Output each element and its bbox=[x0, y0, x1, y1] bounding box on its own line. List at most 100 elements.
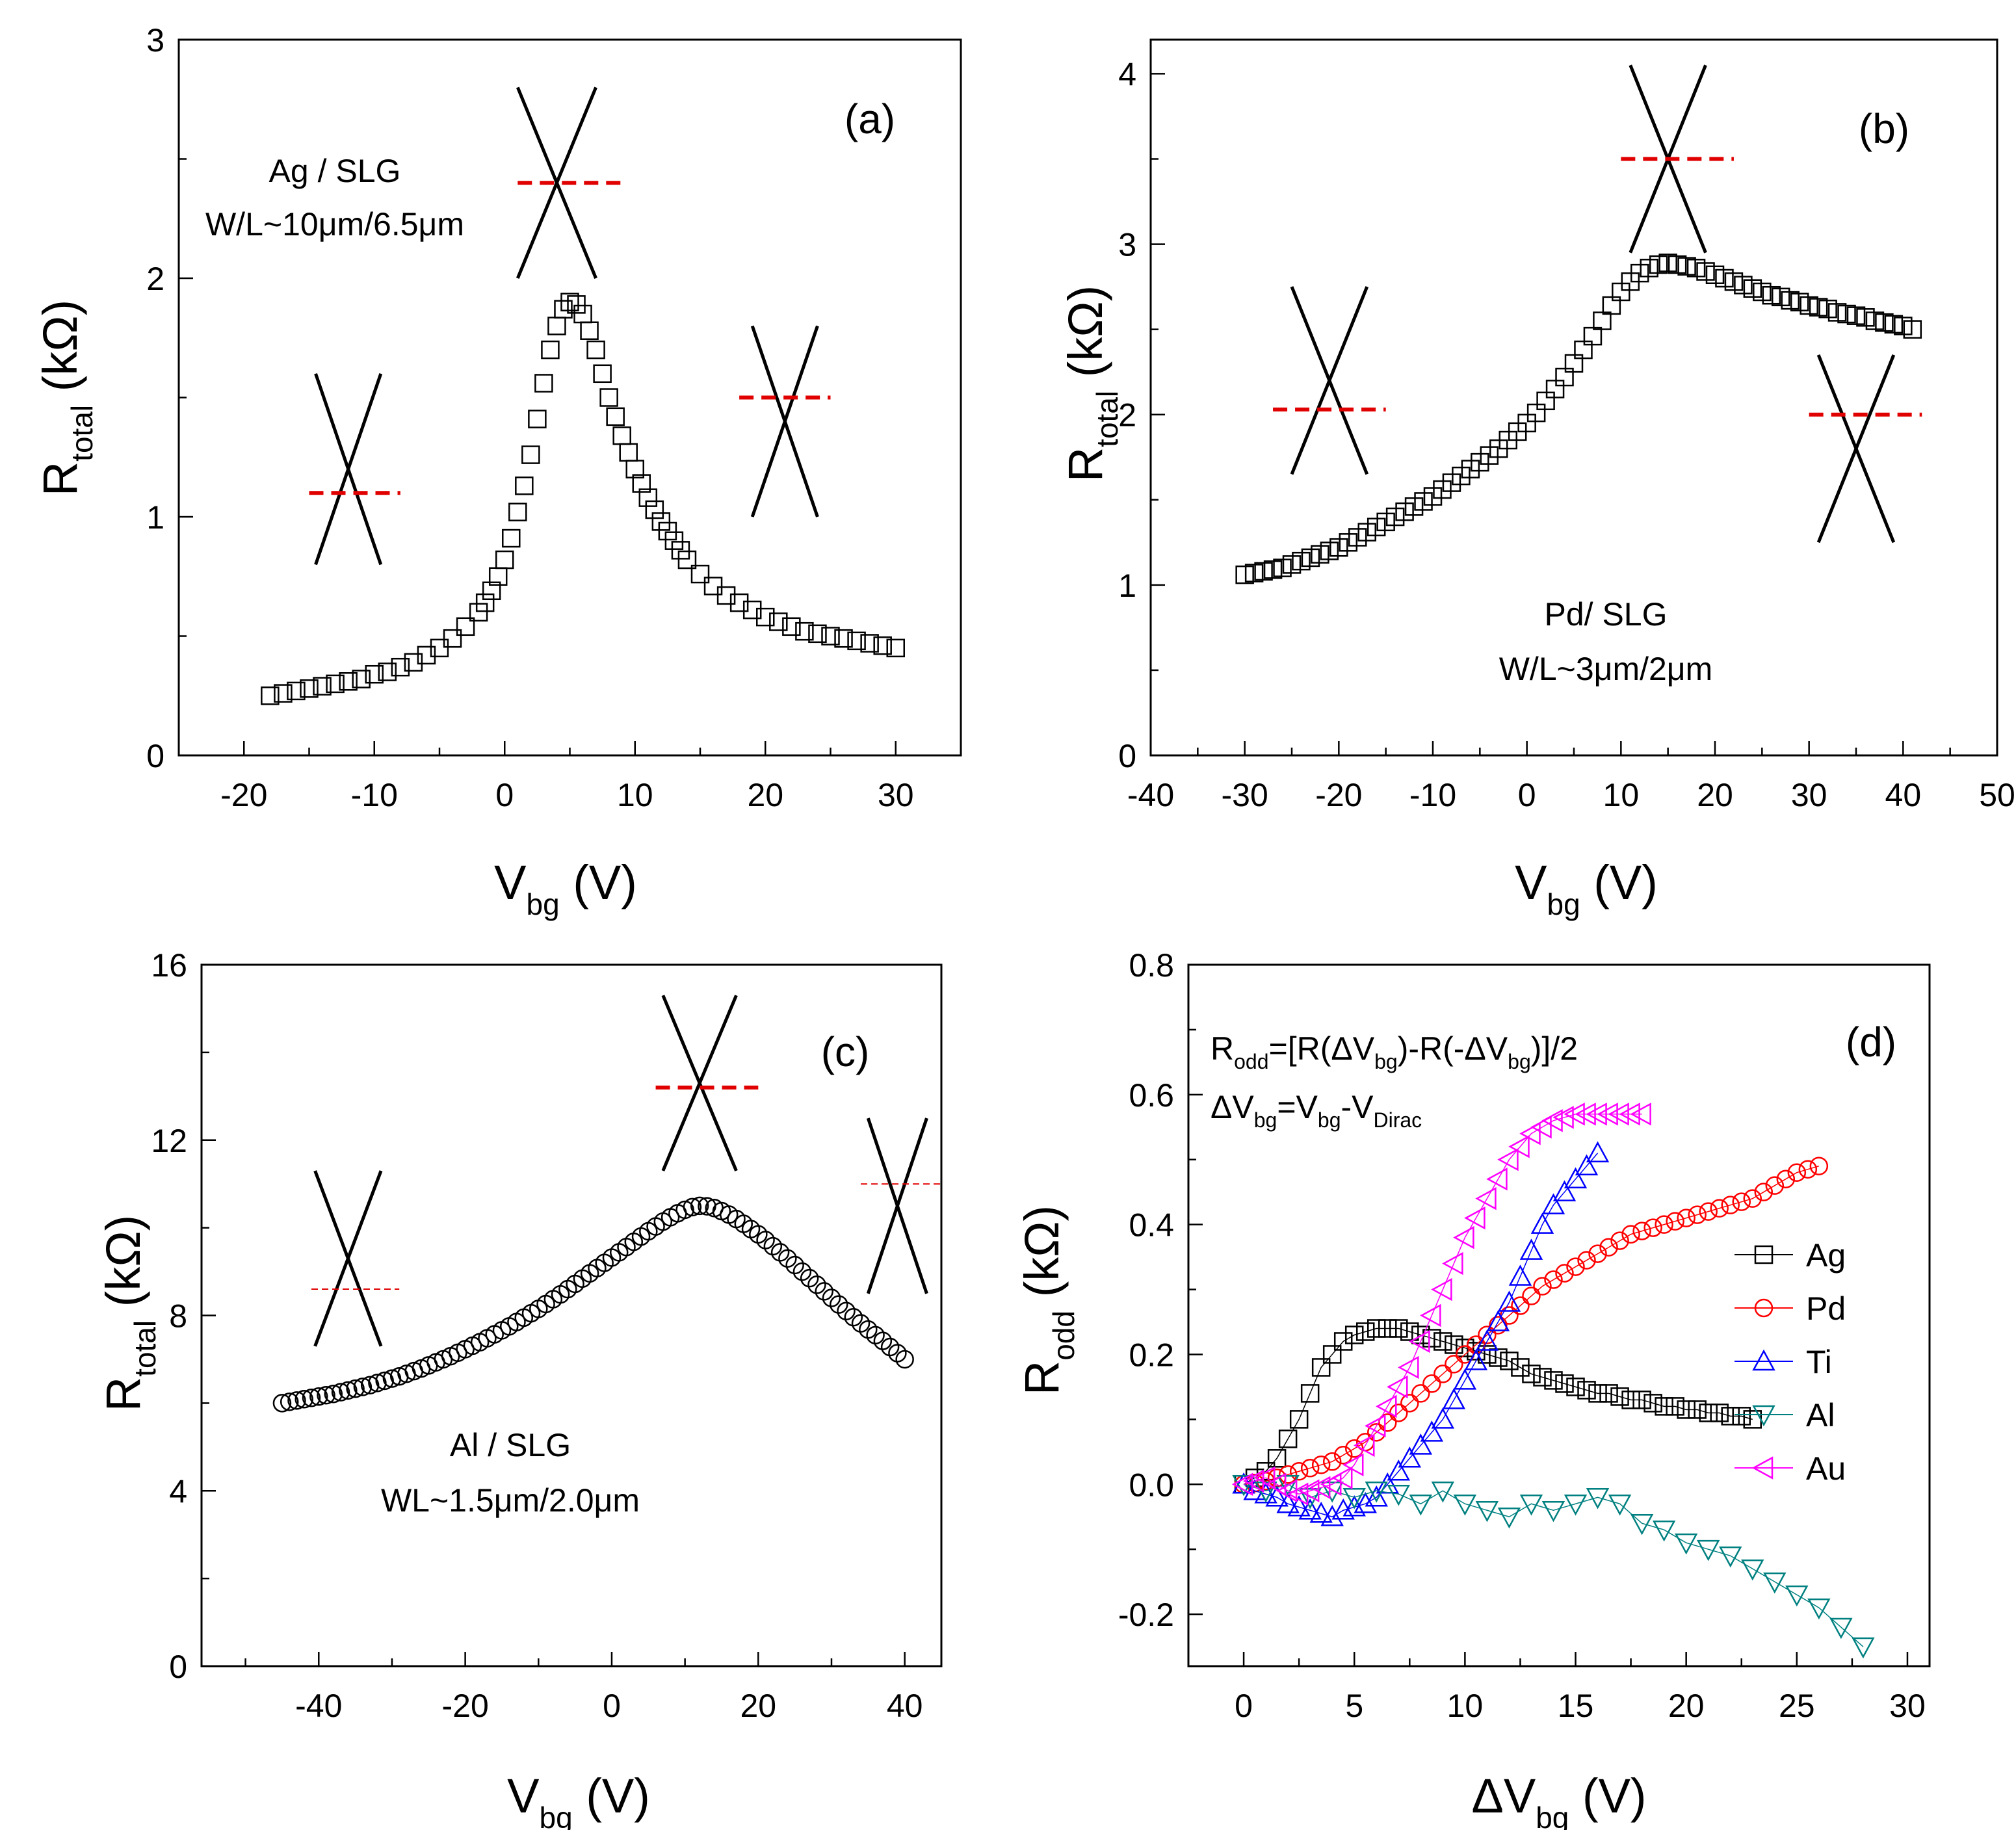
data-point bbox=[528, 410, 547, 428]
data-point bbox=[1489, 1348, 1508, 1367]
data-point bbox=[1564, 1167, 1588, 1188]
legend-marker bbox=[1752, 1405, 1775, 1427]
x-tick-label: 20 bbox=[1697, 777, 1733, 813]
data-point bbox=[1621, 1391, 1640, 1409]
cone-line bbox=[750, 325, 819, 517]
data-point bbox=[1588, 1244, 1607, 1263]
data-point bbox=[1278, 1430, 1298, 1448]
data-point bbox=[353, 1378, 373, 1396]
data-point bbox=[1342, 1453, 1364, 1476]
data-point bbox=[1772, 287, 1790, 307]
y-axis-label-sub: total bbox=[65, 405, 99, 462]
x-tick-label: 10 bbox=[1603, 777, 1640, 813]
x-tick-label: 0 bbox=[1518, 777, 1536, 813]
data-point bbox=[368, 1374, 387, 1392]
data-point bbox=[1298, 1487, 1322, 1510]
y-tick-label: 0.2 bbox=[1129, 1337, 1174, 1373]
formula-part: R bbox=[1211, 1030, 1234, 1067]
x-axis-label: Vbg (V) bbox=[494, 856, 637, 921]
data-point bbox=[1763, 1572, 1787, 1594]
data-point bbox=[1519, 1238, 1543, 1260]
data-point bbox=[443, 629, 462, 648]
data-point bbox=[1331, 1466, 1353, 1489]
data-point bbox=[782, 617, 801, 636]
data-point bbox=[1608, 1103, 1629, 1126]
data-point bbox=[1355, 1322, 1375, 1341]
data-point bbox=[729, 593, 749, 612]
data-point bbox=[280, 1392, 299, 1411]
data-point bbox=[1445, 1355, 1463, 1374]
data-point bbox=[599, 388, 618, 407]
series-data bbox=[1235, 254, 1922, 584]
data-point bbox=[1431, 1407, 1455, 1429]
data-point bbox=[1710, 1199, 1729, 1218]
data-point bbox=[1422, 1329, 1441, 1348]
dirac-cone-sketch bbox=[655, 995, 759, 1171]
formula-sub: bg bbox=[1254, 1108, 1277, 1132]
x-tick-label: 20 bbox=[1668, 1688, 1705, 1724]
data-point bbox=[1365, 1485, 1388, 1507]
data-point bbox=[844, 1307, 863, 1327]
data-point bbox=[1586, 1103, 1607, 1126]
x-axis-label: ΔVbg (V) bbox=[1471, 1769, 1646, 1830]
data-point bbox=[606, 407, 625, 426]
x-axis-label-unit: (V) bbox=[560, 856, 637, 909]
data-point bbox=[1555, 1374, 1574, 1393]
data-point bbox=[756, 1231, 775, 1249]
cone-line bbox=[866, 1118, 928, 1294]
series-al bbox=[1232, 1475, 1875, 1659]
data-point bbox=[1522, 1365, 1541, 1383]
data-point bbox=[339, 672, 358, 691]
y-tick-label: 0.6 bbox=[1129, 1077, 1174, 1114]
data-point bbox=[1497, 1148, 1519, 1171]
data-point bbox=[1785, 1585, 1809, 1607]
data-point bbox=[837, 1301, 856, 1321]
data-point bbox=[1235, 565, 1254, 584]
dirac-cone-sketch bbox=[861, 1118, 941, 1294]
data-point bbox=[1442, 473, 1461, 492]
x-axis-label-unit: (V) bbox=[573, 1769, 650, 1823]
y-axis-label-unit: (kΩ) bbox=[1015, 1205, 1069, 1311]
data-point bbox=[1597, 1103, 1618, 1126]
data-point bbox=[1564, 1494, 1588, 1516]
data-point bbox=[1555, 367, 1574, 387]
data-point bbox=[888, 1344, 907, 1363]
annotation-text: W/L~10μm/6.5μm bbox=[205, 206, 464, 242]
data-point bbox=[1875, 313, 1894, 332]
data-point bbox=[495, 550, 514, 569]
data-point bbox=[1533, 1277, 1552, 1296]
data-point bbox=[1829, 1617, 1853, 1640]
data-point bbox=[769, 612, 788, 631]
data-point bbox=[1471, 452, 1489, 472]
formula-part: )-R(-ΔV bbox=[1398, 1030, 1508, 1067]
data-point bbox=[1593, 311, 1612, 330]
data-point bbox=[1367, 1319, 1386, 1338]
data-point bbox=[502, 529, 521, 548]
data-point bbox=[645, 500, 664, 519]
data-point bbox=[1420, 1303, 1441, 1327]
y-tick-label: 0.4 bbox=[1129, 1207, 1174, 1244]
data-point bbox=[1677, 1209, 1695, 1227]
data-point bbox=[1846, 306, 1866, 325]
data-point bbox=[1282, 555, 1302, 574]
data-point bbox=[1409, 1433, 1433, 1455]
cone-line bbox=[1290, 286, 1369, 475]
x-tick-label: -40 bbox=[1127, 777, 1174, 813]
data-point bbox=[1300, 1459, 1320, 1478]
data-point bbox=[1852, 1637, 1875, 1659]
cone-line bbox=[313, 1170, 383, 1347]
data-point bbox=[1475, 1186, 1497, 1210]
data-point bbox=[391, 657, 410, 677]
data-point bbox=[1276, 1492, 1300, 1513]
data-point bbox=[1798, 1160, 1818, 1179]
x-tick-label: 25 bbox=[1779, 1688, 1815, 1724]
data-point bbox=[1254, 562, 1273, 581]
data-point bbox=[1497, 1507, 1521, 1529]
data-point bbox=[302, 1389, 321, 1407]
data-point bbox=[1530, 1116, 1552, 1139]
data-point bbox=[1652, 1520, 1676, 1542]
y-axis-label-main: R bbox=[96, 1377, 150, 1411]
annotation-text: Pd/ SLG bbox=[1545, 596, 1668, 633]
y-tick-label: -0.2 bbox=[1118, 1597, 1174, 1633]
